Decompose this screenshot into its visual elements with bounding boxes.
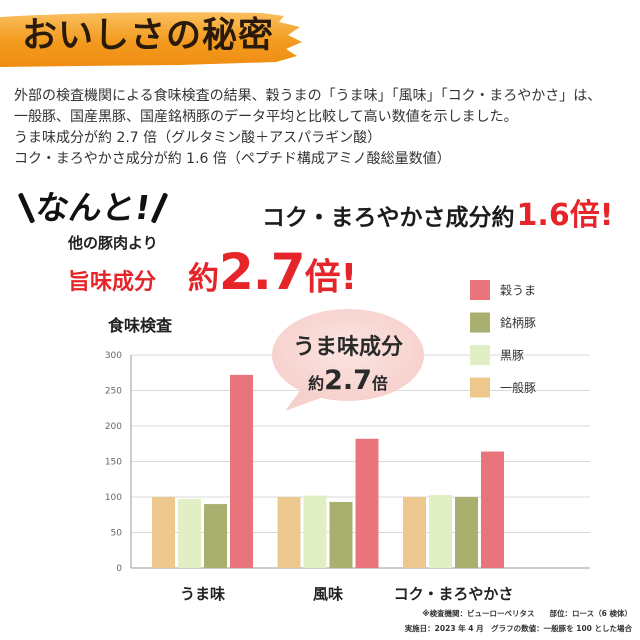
intro-line: うま味成分が約 2.7 倍（グルタミン酸＋アスパラギン酸）: [14, 130, 382, 146]
y-tick-label: 150: [105, 458, 122, 468]
koku-callout-label: コク・まろやかさ成分約: [262, 205, 515, 231]
chart-bar: [303, 495, 327, 568]
speech-bubble: うま味成分 約2.7倍: [272, 309, 424, 411]
chart-bar: [329, 501, 353, 568]
y-tick-label: 100: [105, 493, 122, 503]
umami-callout-value: 2.7: [219, 243, 306, 301]
legend-swatch: [470, 312, 490, 333]
legend-swatch: [470, 280, 490, 300]
chart-bar: [204, 504, 227, 568]
chart-bar: [481, 451, 504, 568]
y-tick-label: 50: [111, 529, 123, 539]
chart-bar: [152, 497, 175, 568]
chart-bar: [429, 494, 452, 568]
y-tick-label: 250: [105, 387, 122, 397]
umami-callout-label: 旨味成分: [68, 270, 157, 295]
speech-bubble-line2: 約2.7倍: [308, 365, 388, 396]
chart-bar: [403, 497, 426, 568]
speech-bubble-line1: うま味成分: [293, 335, 403, 360]
umami-callout-prefix: 約: [188, 261, 220, 297]
x-category-label: うま味: [180, 585, 225, 603]
chart-bar: [455, 497, 478, 568]
title-brush-stroke: [0, 12, 302, 68]
footnote-line: 実施日：2023 年 4 月 グラフの数値：一般豚を 100 とした場合: [404, 624, 632, 633]
chart-bar: [277, 497, 301, 568]
legend-label: 黒豚: [500, 349, 524, 363]
emphasis-mark-left: [17, 192, 36, 224]
legend-swatch: [470, 345, 490, 365]
intro-line: 一般豚、国産黒豚、国産銘柄豚のデータ平均と比較して高い数値を示しました。: [14, 109, 518, 125]
chart-bar: [355, 438, 379, 568]
y-tick-label: 200: [105, 422, 122, 432]
exclaim-callout: なんと!: [17, 188, 169, 228]
umami-callout-suffix: 倍!: [304, 257, 358, 298]
footnote-line: ※検査機関：ビューローベリタス 部位：ロース（6 検体）: [422, 609, 632, 618]
chart-bar: [230, 374, 253, 568]
chart-bars: うま味 風味 コク・まろやかさ: [152, 374, 514, 603]
compare-text: 他の豚肉より: [68, 234, 158, 252]
speech-bubble-body: [272, 309, 424, 401]
exclaim-text: なんと!: [33, 188, 153, 227]
taste-test-bar-chart: 0 50 100 150 200 250 300 うま味 風味 コク・まろやかさ うま味成分 約…: [105, 280, 590, 603]
koku-callout: コク・まろやかさ成分約 1.6倍!: [262, 196, 613, 238]
legend-label: 一般豚: [500, 380, 536, 395]
y-tick-label: 300: [105, 351, 122, 361]
emphasis-mark-right: [150, 192, 169, 224]
page-title: おいしさの秘密: [22, 16, 275, 56]
chart-title: 食味検査: [108, 316, 173, 335]
x-category-label: 風味: [313, 585, 343, 603]
koku-callout-value: 1.6倍!: [516, 198, 614, 233]
intro-line: コク・まろやかさ成分が約 1.6 倍（ペプチド構成アミノ酸総量数値）: [14, 151, 451, 167]
legend-label: 穀うま: [500, 284, 536, 298]
legend-swatch: [470, 377, 490, 398]
speech-bubble-prefix: 約: [308, 374, 324, 393]
intro-line: 外部の検査機関による食味検査の結果、穀うまの「うま味」「風味」「コク・まろやかさ…: [14, 88, 602, 104]
legend-label: 銘柄豚: [500, 315, 536, 330]
chart-bar: [178, 499, 201, 568]
y-tick-label: 0: [116, 564, 122, 574]
x-category-label: コク・まろやかさ: [394, 585, 514, 603]
umami-callout: 旨味成分 約 2.7 倍!: [68, 244, 357, 311]
speech-bubble-suffix: 倍: [372, 374, 388, 393]
speech-bubble-value: 2.7: [324, 365, 372, 396]
